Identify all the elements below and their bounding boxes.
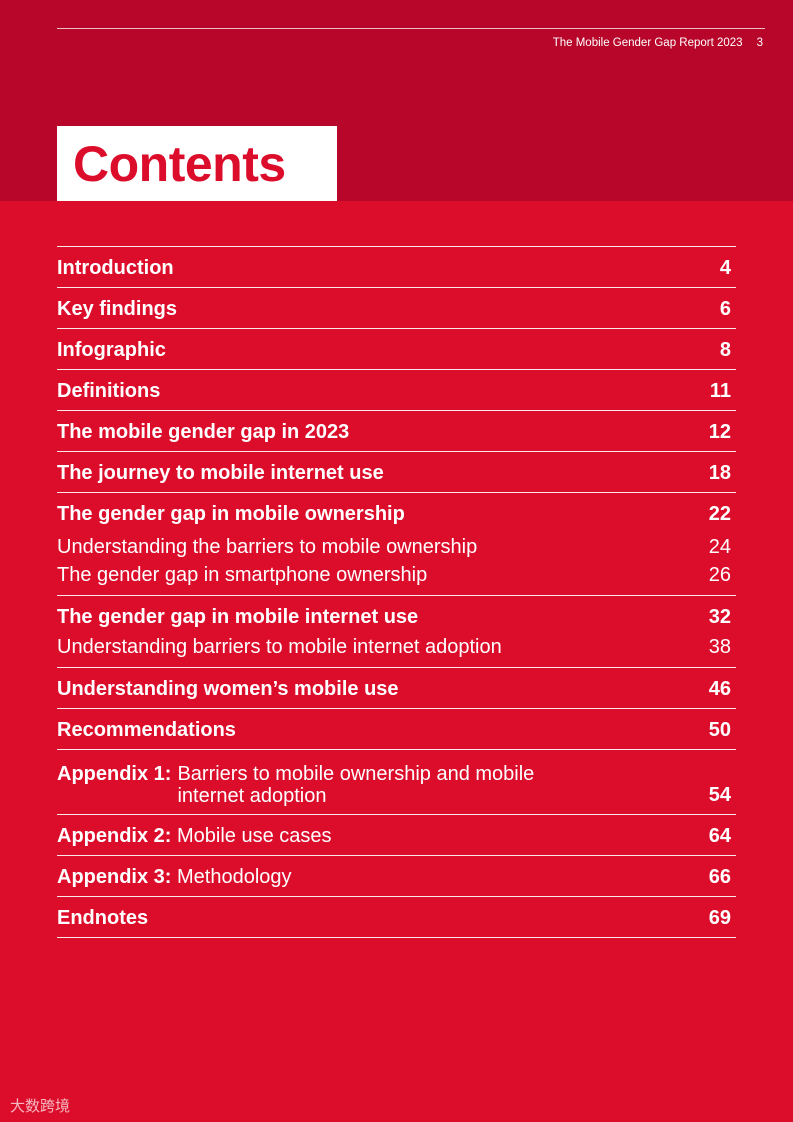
toc-entry-gender-gap-2023[interactable]: The mobile gender gap in 2023 12 [57, 411, 736, 452]
toc-page: 32 [708, 606, 731, 628]
toc-page: 46 [708, 678, 731, 700]
toc-subentry-barriers-internet[interactable]: Understanding barriers to mobile interne… [57, 636, 736, 667]
toc-label: Introduction [57, 257, 174, 279]
toc-label: Understanding women’s mobile use [57, 678, 399, 700]
header-rule [57, 28, 765, 29]
appendix-prefix: Appendix 2: [57, 825, 172, 847]
appendix-title-line1: Barriers to mobile ownership and mobile [177, 763, 535, 785]
toc-label: Understanding barriers to mobile interne… [57, 636, 502, 658]
toc-entry-endnotes[interactable]: Endnotes 69 [57, 897, 736, 938]
toc-label: The mobile gender gap in 2023 [57, 421, 350, 443]
appendix-title-line2: internet adoption [177, 785, 327, 807]
toc-entry-definitions[interactable]: Definitions 11 [57, 370, 736, 411]
toc-page: 66 [708, 866, 731, 888]
toc-page: 54 [708, 784, 731, 806]
toc-page: 64 [708, 825, 731, 847]
table-of-contents: Introduction 4 Key findings 6 Infographic 8… [57, 246, 736, 938]
toc-entry-appendix-1[interactable]: Appendix 1: Barriers to mobile ownership… [57, 750, 736, 815]
toc-entry-key-findings[interactable]: Key findings 6 [57, 288, 736, 329]
appendix-title: Methodology [177, 866, 292, 888]
toc-page: 8 [719, 339, 731, 361]
toc-entry-internet-use: The gender gap in mobile internet use 32 … [57, 596, 736, 668]
toc-entry-mobile-ownership: The gender gap in mobile ownership 22 Und… [57, 493, 736, 596]
toc-label: Understanding the barriers to mobile own… [57, 536, 478, 558]
toc-entry-appendix-3[interactable]: Appendix 3: Methodology 66 [57, 856, 736, 897]
toc-label: The gender gap in mobile internet use [57, 606, 419, 628]
toc-entry-introduction[interactable]: Introduction 4 [57, 247, 736, 288]
appendix-prefix: Appendix 3: [57, 866, 172, 888]
toc-page: 69 [708, 907, 731, 929]
toc-label: The gender gap in smartphone ownership [57, 564, 428, 586]
appendix-title: Mobile use cases [177, 825, 332, 847]
toc-page: 50 [708, 719, 731, 741]
toc-label: Endnotes [57, 907, 149, 929]
toc-row-internet-use[interactable]: The gender gap in mobile internet use 32 [57, 596, 736, 636]
toc-label: The gender gap in mobile ownership [57, 503, 405, 525]
toc-page: 38 [708, 636, 731, 658]
toc-entry-journey[interactable]: The journey to mobile internet use 18 [57, 452, 736, 493]
toc-page: 6 [719, 298, 731, 320]
toc-subentry-barriers-ownership[interactable]: Understanding the barriers to mobile own… [57, 533, 736, 564]
toc-label: Key findings [57, 298, 178, 320]
toc-entry-appendix-2[interactable]: Appendix 2: Mobile use cases 64 [57, 815, 736, 856]
appendix-prefix: Appendix 1: [57, 763, 172, 785]
page-number: 3 [756, 37, 763, 49]
watermark: 大数跨境 [10, 1095, 70, 1116]
page-title: Contents [73, 135, 286, 192]
toc-page: 18 [708, 462, 731, 484]
watermark-text: 大数跨境 [10, 1097, 71, 1115]
toc-label: The journey to mobile internet use [57, 462, 384, 484]
toc-page: 22 [708, 503, 731, 525]
toc-label: Definitions [57, 380, 161, 402]
toc-page: 12 [708, 421, 731, 443]
toc-page: 4 [719, 257, 731, 279]
report-title: The Mobile Gender Gap Report 2023 [552, 37, 743, 49]
toc-entry-womens-use[interactable]: Understanding women’s mobile use 46 [57, 668, 736, 709]
toc-subentry-smartphone[interactable]: The gender gap in smartphone ownership 26 [57, 564, 736, 595]
running-header: The Mobile Gender Gap Report 2023 3 [553, 37, 763, 49]
toc-page: 11 [709, 380, 731, 402]
toc-label: Infographic [57, 339, 166, 361]
toc-row-mobile-ownership[interactable]: The gender gap in mobile ownership 22 [57, 493, 736, 533]
toc-page: 24 [708, 536, 731, 558]
toc-entry-infographic[interactable]: Infographic 8 [57, 329, 736, 370]
toc-entry-recommendations[interactable]: Recommendations 50 [57, 709, 736, 750]
toc-page: 26 [708, 564, 731, 586]
title-box: Contents [57, 126, 337, 201]
toc-label: Recommendations [57, 719, 236, 741]
